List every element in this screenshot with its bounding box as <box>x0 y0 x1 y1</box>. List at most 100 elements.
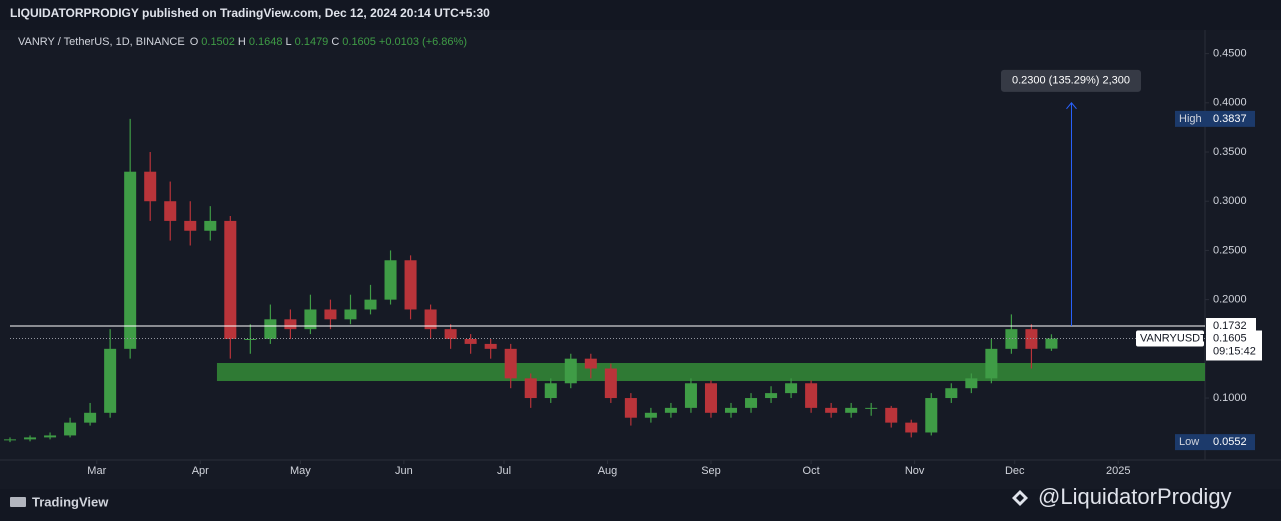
footer-brand: TradingView <box>10 494 109 509</box>
price-tag <box>1206 330 1262 361</box>
candle-body <box>504 348 517 379</box>
ohlc-value: 0.1648 <box>249 36 283 48</box>
arrow-head <box>1066 102 1077 110</box>
change: +0.0103 (+6.86%) <box>379 36 467 48</box>
countdown: 09:15:42 <box>1213 345 1256 357</box>
candle-body <box>324 309 337 320</box>
extreme-name: Low <box>1179 436 1199 448</box>
candle-body <box>224 220 237 339</box>
candle-body <box>44 435 57 438</box>
ohlc-label: O <box>190 36 199 48</box>
x-tick-label: Jul <box>497 465 511 477</box>
candle-body <box>965 378 978 389</box>
ohlc-value: 0.1605 <box>342 36 376 48</box>
brand: TradingView <box>32 494 109 509</box>
candle-body <box>544 383 557 399</box>
candle-body <box>704 383 717 413</box>
candle-body <box>785 383 798 394</box>
candle-body <box>1045 338 1058 349</box>
candle-body <box>1025 329 1038 349</box>
ohlc-value: 0.1479 <box>295 36 329 48</box>
chart-pane <box>0 30 1281 489</box>
x-tick-label: Oct <box>803 465 820 477</box>
level-tag <box>1206 318 1256 335</box>
x-tick-label: May <box>290 465 311 477</box>
symbol-tag <box>1136 330 1204 347</box>
extreme-tag <box>1175 434 1255 451</box>
extreme-value: 0.3837 <box>1213 113 1247 125</box>
candle-body <box>424 309 437 330</box>
candle-body <box>304 309 317 330</box>
y-tick-label: 0.4000 <box>1213 97 1247 109</box>
y-tick-label: 0.1000 <box>1213 392 1247 404</box>
candle-body <box>584 358 597 369</box>
candle-body <box>745 398 758 408</box>
candle-body <box>144 171 157 202</box>
candle-body <box>905 422 918 433</box>
ohlc-label: C <box>331 36 339 48</box>
x-tick-label: Mar <box>87 465 106 477</box>
y-tick-label: 0.2500 <box>1213 244 1247 256</box>
candle-body <box>104 348 117 413</box>
candle-body <box>564 358 577 384</box>
x-tick-label: Sep <box>701 465 721 477</box>
symbol-tag-label: VANRYUSDT <box>1140 332 1207 344</box>
candle-body <box>384 260 397 300</box>
measure-label: 0.2300 (135.29%) 2,300 <box>1012 75 1130 87</box>
extreme-name: High <box>1179 113 1202 125</box>
candle-body <box>164 201 177 221</box>
candle-body <box>805 383 818 408</box>
y-tick-label: 0.3500 <box>1213 146 1247 158</box>
candle-body <box>865 407 878 409</box>
candle-body <box>484 343 497 349</box>
candle-body <box>184 220 197 231</box>
x-tick-label: 2025 <box>1106 465 1130 477</box>
watermark-icon <box>1012 490 1028 506</box>
handle: @LiquidatorProdigy <box>1038 484 1232 509</box>
candle-body <box>364 299 377 310</box>
candle-body <box>724 407 738 413</box>
candle-body <box>404 260 417 310</box>
support-zone <box>216 363 1205 382</box>
candle-body <box>3 439 17 441</box>
candle-body <box>284 319 297 330</box>
ohlc-label: H <box>238 36 246 48</box>
candle-body <box>925 398 938 433</box>
y-tick-label: 0.3000 <box>1213 195 1247 207</box>
candle-body <box>444 329 457 339</box>
candle-body <box>664 407 677 413</box>
candle-body <box>624 398 637 418</box>
candle-body <box>244 338 257 340</box>
y-tick-label: 0.4500 <box>1213 48 1247 60</box>
logo <box>10 497 26 507</box>
candle-body <box>825 407 838 413</box>
candle-body <box>24 437 37 440</box>
x-tick-label: Aug <box>598 465 618 477</box>
candle-body <box>644 412 657 418</box>
candle-body <box>684 383 697 408</box>
candle-body <box>84 412 97 423</box>
candle-body <box>264 319 277 339</box>
ohlc-label: L <box>286 36 292 48</box>
candle-body <box>604 368 617 399</box>
y-tick-label: 0.2000 <box>1213 294 1247 306</box>
watermark: @LiquidatorProdigy <box>1012 484 1232 509</box>
candle-body <box>64 422 77 436</box>
extreme-tag <box>1175 110 1255 127</box>
ohlc-value: 0.1502 <box>201 36 235 48</box>
candle-body <box>885 407 898 423</box>
candle-body <box>1005 329 1018 349</box>
candle-body <box>124 171 137 349</box>
x-tick-label: Nov <box>905 465 925 477</box>
candle-body <box>524 378 537 399</box>
symbol-legend: VANRY / TetherUS, 1D, BINANCE O 0.1502 H 0.1… <box>18 36 467 48</box>
measure-label-box <box>1001 69 1141 92</box>
candle-body <box>945 388 958 399</box>
level-label: 0.1732 <box>1213 320 1247 332</box>
x-tick-label: Dec <box>1005 465 1025 477</box>
symbol: VANRY / TetherUS, 1D, BINANCE <box>18 36 185 48</box>
x-tick-label: Jun <box>395 465 413 477</box>
candle-body <box>464 338 477 344</box>
header: LIQUIDATORPRODIGY published on TradingVi… <box>10 6 490 20</box>
